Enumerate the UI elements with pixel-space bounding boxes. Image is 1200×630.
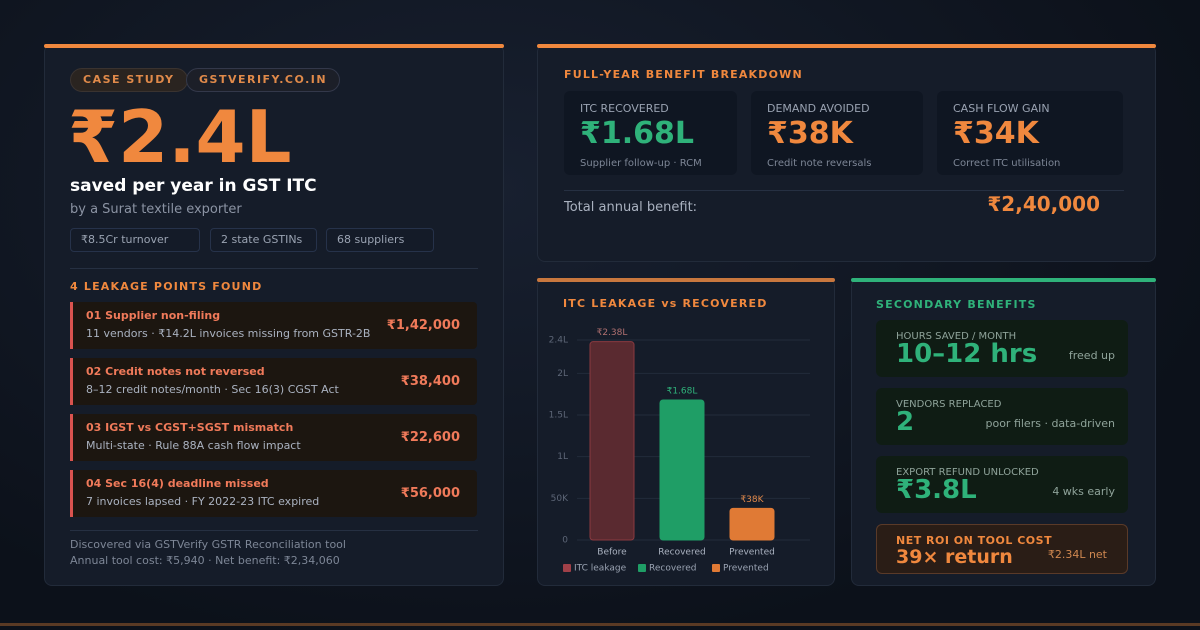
leak-title: 01 Supplier non-filing: [86, 309, 221, 322]
value-label: ₹38K: [740, 495, 764, 505]
legend-swatch: [638, 564, 646, 572]
badge: CASE STUDY: [70, 68, 188, 92]
accent: [537, 44, 1156, 48]
leak-row: [70, 470, 477, 517]
divider: [564, 190, 1124, 191]
y-tick-label: 2.4L: [549, 336, 568, 346]
accent: [537, 278, 835, 282]
leak-detail: Multi-state · Rule 88A cash flow impact: [86, 439, 301, 452]
bar: [659, 399, 705, 541]
leak-detail: 11 vendors · ₹14.2L invoices missing fro…: [86, 327, 371, 340]
leak-title: 03 IGST vs CGST+SGST mismatch: [86, 421, 294, 434]
benefit-box: [751, 91, 923, 175]
benefit-label: ITC RECOVERED: [580, 102, 669, 115]
benefit-note: Credit note reversals: [767, 158, 872, 169]
bar: [589, 341, 635, 541]
legend-label: Recovered: [649, 564, 696, 574]
tag: 2 state GSTINs: [210, 228, 317, 252]
legend-label: ITC leakage: [574, 564, 627, 574]
footnote: Discovered via GSTVerify GSTR Reconcilia…: [70, 538, 346, 551]
total-label: Total annual benefit:: [564, 200, 698, 215]
byline: by a Surat textile exporter: [70, 202, 242, 217]
benefit-box: [937, 91, 1123, 175]
y-tick-label: 1L: [557, 452, 568, 462]
benefit-label: CASH FLOW GAIN: [953, 102, 1050, 115]
benefit-value: ₹3.8L: [896, 475, 977, 505]
leak-title: 04 Sec 16(4) deadline missed: [86, 477, 269, 490]
y-tick-label: 50K: [551, 494, 569, 504]
benefit-label: DEMAND AVOIDED: [767, 102, 870, 115]
roi-box: [876, 524, 1128, 574]
leak-detail: 7 invoices lapsed · FY 2022-23 ITC expir…: [86, 495, 320, 508]
section-title: SECONDARY BENEFITS: [876, 298, 1037, 311]
leak-amount: ₹1,42,000: [386, 318, 460, 333]
benefit-box: [876, 320, 1128, 377]
legend-swatch: [712, 564, 720, 572]
value-label: ₹1.68L: [667, 387, 698, 397]
value-label: ₹2.38L: [597, 328, 628, 338]
leak-row: [70, 358, 477, 405]
benefit-label: HOURS SAVED / MONTH: [896, 331, 1017, 342]
y-tick-label: 0: [562, 536, 568, 546]
roi-note: ₹2.34L net: [1047, 548, 1107, 561]
leak-amount: ₹56,000: [400, 486, 460, 501]
roi-value: 39× return: [896, 546, 1013, 568]
benefit-value: 10–12 hrs: [896, 339, 1038, 369]
y-tick-label: 2L: [557, 369, 568, 379]
x-tick-label: Recovered: [658, 548, 705, 558]
badge: GSTVERIFY.CO.IN: [186, 68, 341, 92]
divider: [70, 530, 478, 531]
benefit-value: ₹34K: [953, 116, 1039, 151]
benefit-note: freed up: [1068, 349, 1115, 362]
tag: ₹8.5Cr turnover: [70, 228, 200, 252]
leak-row: [70, 302, 477, 349]
headline: ₹2.4L: [68, 95, 292, 179]
legend-swatch: [563, 564, 571, 572]
benefit-value: ₹38K: [767, 116, 853, 151]
total-value: ₹2,40,000: [987, 192, 1100, 216]
benefit-note: Correct ITC utilisation: [953, 158, 1061, 169]
bottom-line: [0, 623, 1200, 626]
roi-label: NET ROI ON TOOL COST: [896, 534, 1053, 547]
x-tick-label: Before: [597, 548, 627, 558]
footnote: Annual tool cost: ₹5,940 · Net benefit: …: [70, 554, 340, 567]
accent: [851, 278, 1156, 282]
leak-amount: ₹22,600: [400, 430, 460, 445]
benefit-note: poor filers · data-driven: [985, 417, 1115, 430]
bar: [729, 507, 775, 541]
benefit-note: 4 wks early: [1052, 485, 1115, 498]
accent: [44, 44, 504, 48]
tag: 68 suppliers: [326, 228, 434, 252]
y-tick-label: 1.5L: [549, 411, 568, 421]
section-title: 4 LEAKAGE POINTS FOUND: [70, 280, 263, 293]
benefit-value: ₹1.68L: [580, 116, 695, 151]
leak-row: [70, 414, 477, 461]
leak-amount: ₹38,400: [400, 374, 460, 389]
section-title: FULL-YEAR BENEFIT BREAKDOWN: [564, 68, 803, 81]
chart-title: ITC LEAKAGE vs RECOVERED: [563, 297, 768, 310]
chart: ITC LEAKAGE vs RECOVERED 0 50K 1L 1.5L 2L 2.4…: [549, 297, 810, 574]
x-tick-label: Prevented: [729, 548, 775, 558]
benefit-note: Supplier follow-up · RCM: [580, 158, 702, 169]
benefit-label: VENDORS REPLACED: [896, 399, 1002, 410]
benefit-box: [876, 388, 1128, 445]
divider: [70, 268, 478, 269]
legend-label: Prevented: [723, 564, 769, 574]
benefit-box: [564, 91, 737, 175]
benefit-value: 2: [896, 407, 915, 437]
subtitle: saved per year in GST ITC: [70, 176, 317, 196]
leak-title: 02 Credit notes not reversed: [86, 365, 265, 378]
leak-detail: 8–12 credit notes/month · Sec 16(3) CGST…: [86, 383, 339, 396]
benefit-box: [876, 456, 1128, 513]
benefit-label: EXPORT REFUND UNLOCKED: [896, 467, 1039, 478]
